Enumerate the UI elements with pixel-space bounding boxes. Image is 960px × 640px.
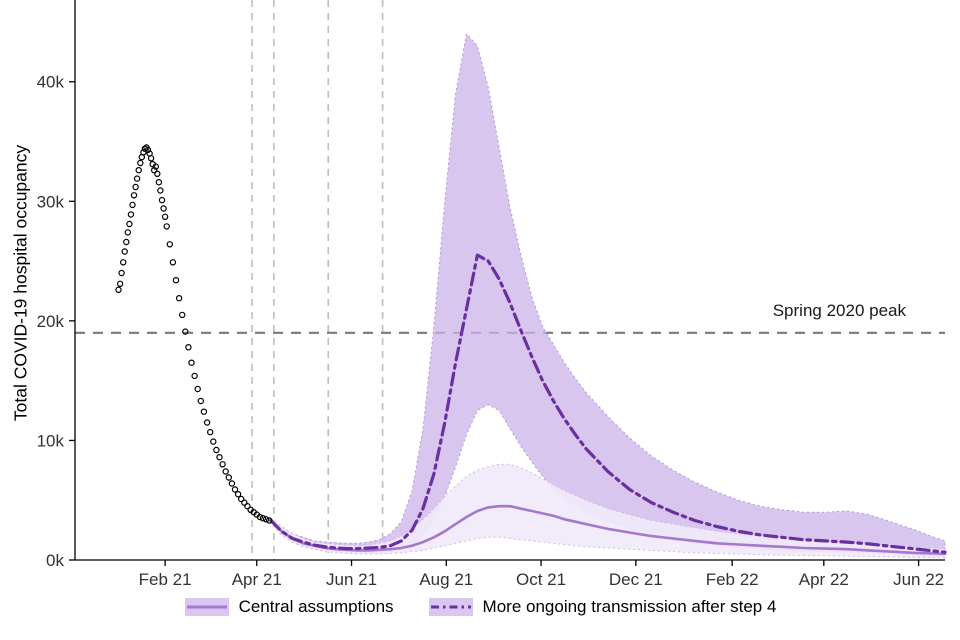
svg-text:Jun 22: Jun 22 bbox=[893, 570, 944, 589]
svg-text:Aug 21: Aug 21 bbox=[419, 570, 473, 589]
svg-text:10k: 10k bbox=[37, 431, 65, 450]
svg-text:Jun 21: Jun 21 bbox=[326, 570, 377, 589]
chart-legend: Central assumptions More ongoing transmi… bbox=[0, 597, 960, 617]
svg-text:Feb 22: Feb 22 bbox=[706, 570, 759, 589]
svg-text:20k: 20k bbox=[37, 312, 65, 331]
svg-text:30k: 30k bbox=[37, 192, 65, 211]
svg-text:Dec 21: Dec 21 bbox=[609, 570, 663, 589]
legend-label-central-assumptions: Central assumptions bbox=[238, 597, 394, 616]
legend-swatch-more-transmission bbox=[428, 598, 473, 616]
legend-item-more-transmission: More ongoing transmission after step 4 bbox=[428, 597, 777, 617]
svg-text:Feb 21: Feb 21 bbox=[139, 570, 192, 589]
covid-occupancy-chart: 0k 10k 20k 30k 40k Feb 21 Apr 21 Jun 21 Aug 21 Oc… bbox=[37, 0, 947, 589]
spring-2020-peak-label: Spring 2020 peak bbox=[772, 301, 906, 320]
svg-text:Apr 22: Apr 22 bbox=[799, 570, 849, 589]
legend-swatch-central-assumptions bbox=[184, 598, 229, 616]
svg-text:40k: 40k bbox=[37, 73, 65, 92]
legend-label-more-transmission: More ongoing transmission after step 4 bbox=[482, 597, 777, 616]
svg-text:Oct 21: Oct 21 bbox=[516, 570, 566, 589]
svg-text:0k: 0k bbox=[46, 551, 64, 570]
y-axis-title: Total COVID-19 hospital occupancy bbox=[10, 144, 31, 422]
legend-item-central-assumptions: Central assumptions bbox=[184, 597, 394, 617]
svg-text:Apr 21: Apr 21 bbox=[232, 570, 282, 589]
